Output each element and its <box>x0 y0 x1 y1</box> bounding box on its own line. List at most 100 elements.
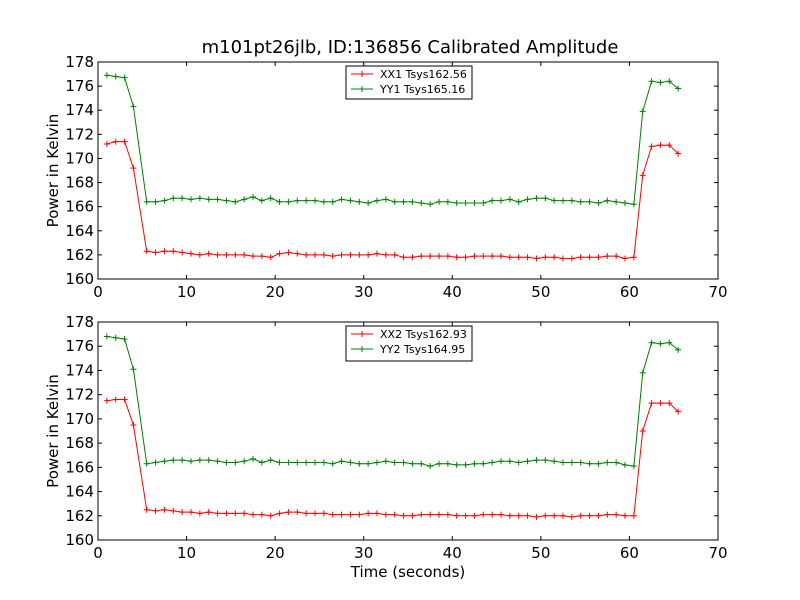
data-point <box>444 511 451 518</box>
legend-entry: YY2 Tsys164.95 <box>379 343 465 356</box>
data-point <box>312 510 318 517</box>
data-point <box>161 197 168 204</box>
data-point <box>400 512 407 519</box>
data-point <box>329 198 336 205</box>
data-point <box>657 142 664 149</box>
data-point <box>471 200 478 207</box>
data-point <box>595 512 602 519</box>
data-point <box>551 197 558 204</box>
data-point <box>648 143 655 150</box>
data-point <box>312 251 318 258</box>
data-point <box>258 459 265 466</box>
data-point <box>577 198 584 205</box>
data-point <box>630 463 637 470</box>
data-point <box>170 507 177 514</box>
data-point <box>188 509 194 516</box>
data-point <box>250 194 256 201</box>
data-point <box>161 248 168 255</box>
data-point <box>320 510 327 517</box>
data-point <box>577 512 584 519</box>
data-point <box>622 461 628 468</box>
legend-entry: XX2 Tsys162.93 <box>380 328 467 341</box>
data-point <box>453 512 460 519</box>
data-point <box>130 103 137 110</box>
data-point <box>418 200 425 207</box>
y-tick-label: 170 <box>65 149 94 167</box>
x-tick-label: 10 <box>177 544 196 562</box>
data-point <box>112 396 119 403</box>
data-point <box>258 511 265 518</box>
data-point <box>630 254 637 261</box>
data-point <box>232 251 239 258</box>
legend-box <box>345 65 473 100</box>
data-point <box>374 197 380 204</box>
data-point <box>382 196 389 203</box>
data-point <box>480 200 487 207</box>
data-point <box>586 198 593 205</box>
data-point <box>391 251 398 258</box>
data-point <box>630 201 637 208</box>
data-point <box>338 511 345 518</box>
data-point <box>214 458 221 465</box>
data-point <box>303 459 310 466</box>
data-point <box>250 253 256 260</box>
data-point <box>365 460 372 467</box>
data-point <box>436 460 442 467</box>
data-point <box>560 255 566 262</box>
data-point <box>648 400 655 407</box>
data-point <box>267 512 274 519</box>
data-point <box>179 195 186 202</box>
data-point <box>489 253 496 260</box>
data-point <box>347 197 354 204</box>
data-point <box>130 421 137 428</box>
data-point <box>542 512 549 519</box>
data-point <box>489 197 496 204</box>
data-point <box>161 458 168 465</box>
data-point <box>453 461 460 468</box>
y-tick-label: 178 <box>65 313 94 331</box>
data-point <box>542 195 549 202</box>
data-point <box>347 251 354 258</box>
y-tick-label: 160 <box>65 531 94 549</box>
data-point <box>130 366 137 373</box>
y-axis-label: Power in Kelvin <box>44 374 62 488</box>
data-point <box>170 457 177 464</box>
data-point <box>258 197 265 204</box>
data-point <box>409 460 416 467</box>
x-tick-label: 60 <box>620 283 639 301</box>
data-point <box>276 459 283 466</box>
data-point <box>188 196 194 203</box>
data-point <box>365 251 372 258</box>
data-point <box>577 254 584 261</box>
data-point <box>568 255 575 262</box>
data-point <box>542 254 549 261</box>
x-tick-label: 70 <box>708 544 727 562</box>
data-point <box>152 459 159 466</box>
data-point <box>498 197 504 204</box>
data-point <box>112 73 119 80</box>
data-point <box>356 460 363 467</box>
data-point <box>400 198 407 205</box>
data-point <box>471 460 478 467</box>
data-point <box>418 511 425 518</box>
y-tick-label: 162 <box>65 507 94 525</box>
data-point <box>444 198 451 205</box>
data-point <box>551 512 558 519</box>
data-point <box>170 195 177 202</box>
data-point <box>604 197 611 204</box>
data-point <box>205 196 212 203</box>
data-point <box>188 250 194 257</box>
data-point <box>639 369 646 376</box>
data-point <box>179 457 186 464</box>
data-point <box>604 253 611 260</box>
data-point <box>214 251 221 258</box>
data-point <box>489 459 496 466</box>
data-point <box>453 200 460 207</box>
data-point <box>533 513 540 520</box>
data-point <box>604 459 611 466</box>
data-point <box>418 460 425 467</box>
data-point <box>577 459 584 466</box>
data-point <box>480 511 487 518</box>
data-point <box>533 255 540 262</box>
